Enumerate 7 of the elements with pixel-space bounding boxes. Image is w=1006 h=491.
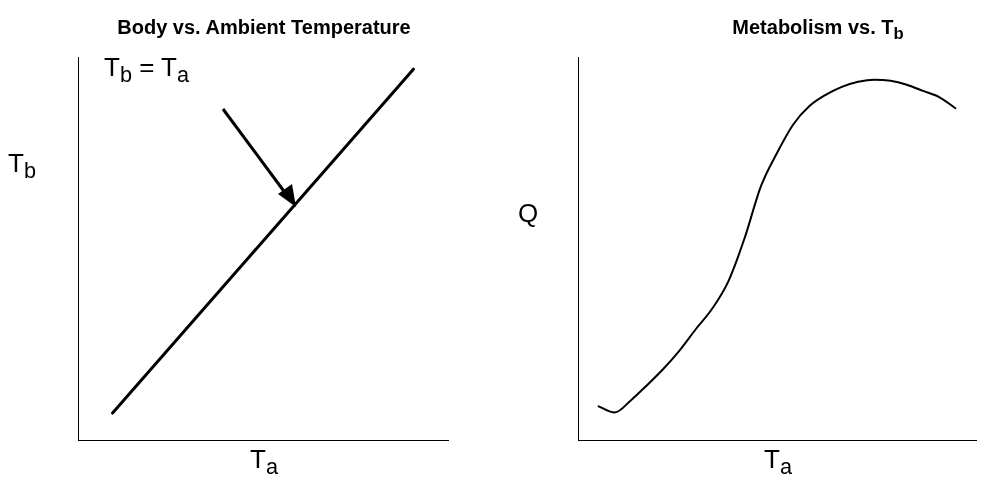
x-axis-title: T$_{a}$ xyxy=(763,444,793,481)
y-axis-title: T$_{b}$ xyxy=(8,148,36,185)
chart-title: Metabolism vs. T$_{b}$ xyxy=(731,16,905,44)
x-axis-title: T$_{a}$ xyxy=(249,444,279,481)
y-axis-title: Q xyxy=(518,198,539,229)
chart-title: Body vs. Ambient Temperature xyxy=(116,16,412,39)
annotation: T$_{b}$ = T$_{a}$ xyxy=(104,52,190,89)
